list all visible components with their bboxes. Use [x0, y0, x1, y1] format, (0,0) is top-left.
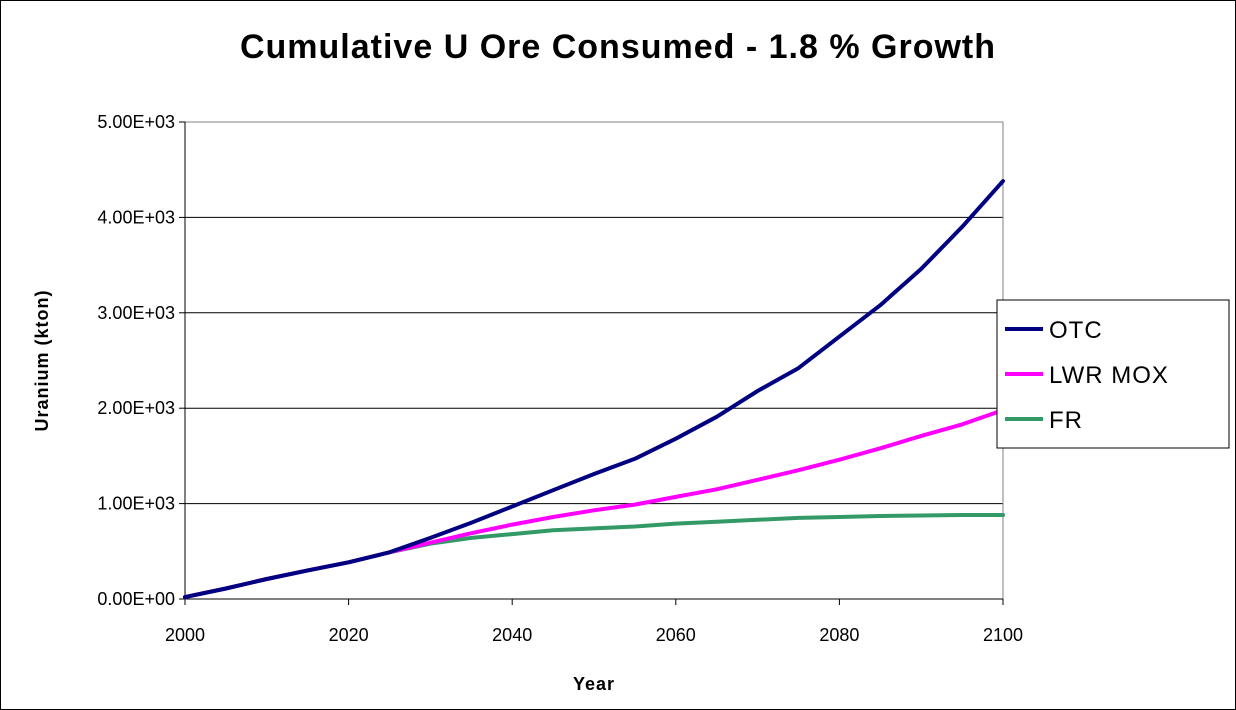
chart-title: Cumulative U Ore Consumed - 1.8 % Growth: [239, 28, 996, 66]
x-tick-label: 2000: [165, 625, 205, 645]
y-axis-title: Uranium (kton): [32, 290, 52, 432]
y-tick-label: 3.00E+03: [97, 303, 175, 323]
series-lines: [183, 179, 1005, 600]
legend-label: FR: [1049, 407, 1083, 434]
legend-label: LWR MOX: [1049, 362, 1169, 389]
y-tick-label: 5.00E+03: [97, 112, 175, 132]
series-line-fr: [183, 513, 1005, 600]
series-line-otc: [183, 179, 1005, 600]
x-tick-label: 2040: [492, 625, 532, 645]
x-tick-label: 2020: [329, 625, 369, 645]
axes: 0.00E+00 1.00E+03 2.00E+03 3.00E+03 4.00E+03…: [97, 112, 1023, 645]
x-tick-label: 2060: [656, 625, 696, 645]
y-tick-label: 1.00E+03: [97, 494, 175, 514]
legend-label: OTC: [1049, 317, 1103, 344]
x-axis-title: Year: [573, 674, 615, 694]
y-tick-label: 4.00E+03: [97, 207, 175, 227]
y-tick-label: 2.00E+03: [97, 398, 175, 418]
x-tick-label: 2100: [983, 625, 1023, 645]
x-tick-label: 2080: [819, 625, 859, 645]
legend: OTC LWR MOX FR: [996, 299, 1230, 449]
y-tick-label: 0.00E+00: [97, 589, 175, 609]
